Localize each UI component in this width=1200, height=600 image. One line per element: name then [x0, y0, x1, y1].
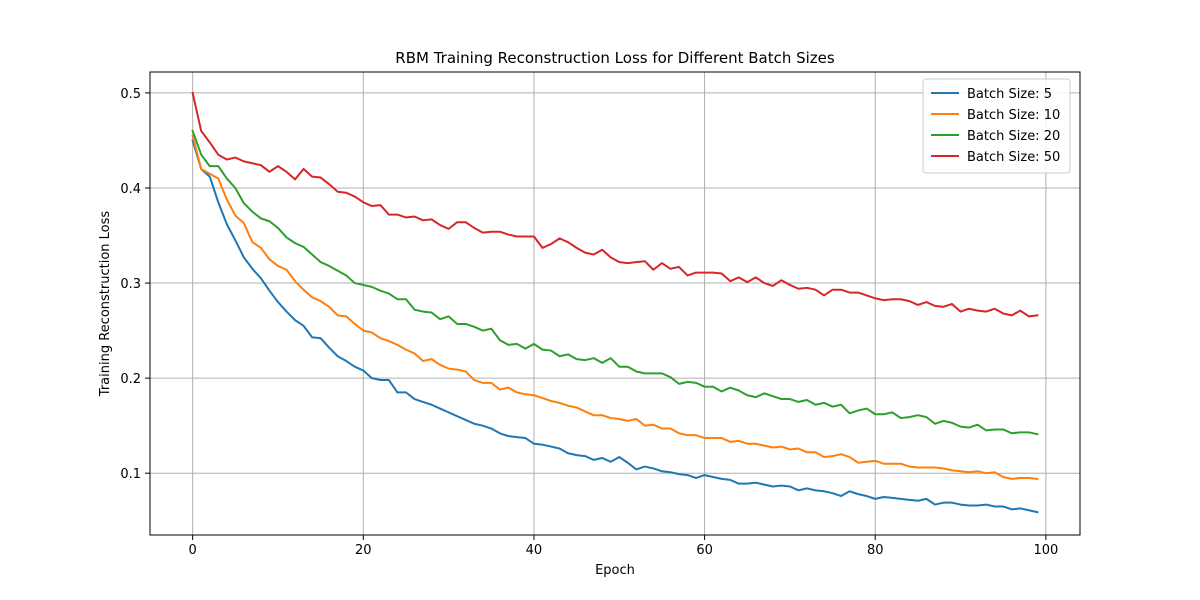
legend-entry-label: Batch Size: 10	[967, 108, 1060, 123]
series-line-batch-4	[191, 91, 1039, 318]
x-tick-label: 20	[355, 543, 372, 558]
legend-box	[922, 78, 1071, 174]
y-tick-label: 0.4	[120, 182, 141, 197]
legend-entry-label: Batch Size: 5	[967, 87, 1052, 102]
x-tick-label: 80	[867, 543, 884, 558]
y-tick-label: 0.3	[120, 277, 141, 292]
y-tick-label: 0.2	[120, 372, 141, 387]
y-tick-label: 0.5	[120, 87, 141, 102]
axis-ticks: 0 20 40 60 80 100 0.1 0.2 0.3 0.4 0.5	[120, 87, 1058, 558]
legend-entry-label: Batch Size: 20	[967, 129, 1060, 144]
x-tick-label: 40	[526, 543, 543, 558]
plot-area-frame	[149, 71, 1081, 536]
series-line-batch-1	[191, 139, 1039, 514]
x-tick-label: 100	[1033, 543, 1058, 558]
series-line-batch-2	[191, 134, 1039, 481]
y-axis-label: Training Reconstruction Loss	[98, 211, 113, 398]
series-line-batch-3	[191, 129, 1039, 436]
legend: Batch Size: 5 Batch Size: 10 Batch Size: 2…	[922, 78, 1071, 174]
x-axis-label: Epoch	[595, 563, 635, 578]
y-tick-label: 0.1	[120, 467, 141, 482]
legend-entry-label: Batch Size: 50	[967, 150, 1060, 165]
chart-title: RBM Training Reconstruction Loss for Dif…	[395, 49, 835, 67]
x-tick-label: 60	[696, 543, 713, 558]
series-lines	[191, 91, 1039, 514]
x-tick-label: 0	[189, 543, 197, 558]
